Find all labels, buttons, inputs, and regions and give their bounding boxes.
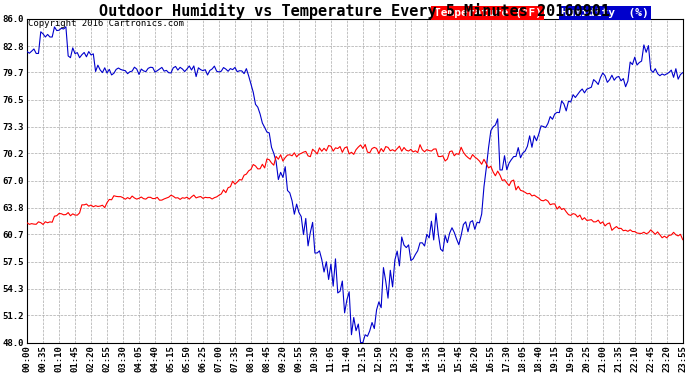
Text: Copyright 2016 Cartronics.com: Copyright 2016 Cartronics.com <box>28 19 184 28</box>
Text: Humidity  (%): Humidity (%) <box>562 8 649 18</box>
Text: Temperature (°F): Temperature (°F) <box>433 8 542 18</box>
Title: Outdoor Humidity vs Temperature Every 5 Minutes 20160901: Outdoor Humidity vs Temperature Every 5 … <box>99 3 611 19</box>
